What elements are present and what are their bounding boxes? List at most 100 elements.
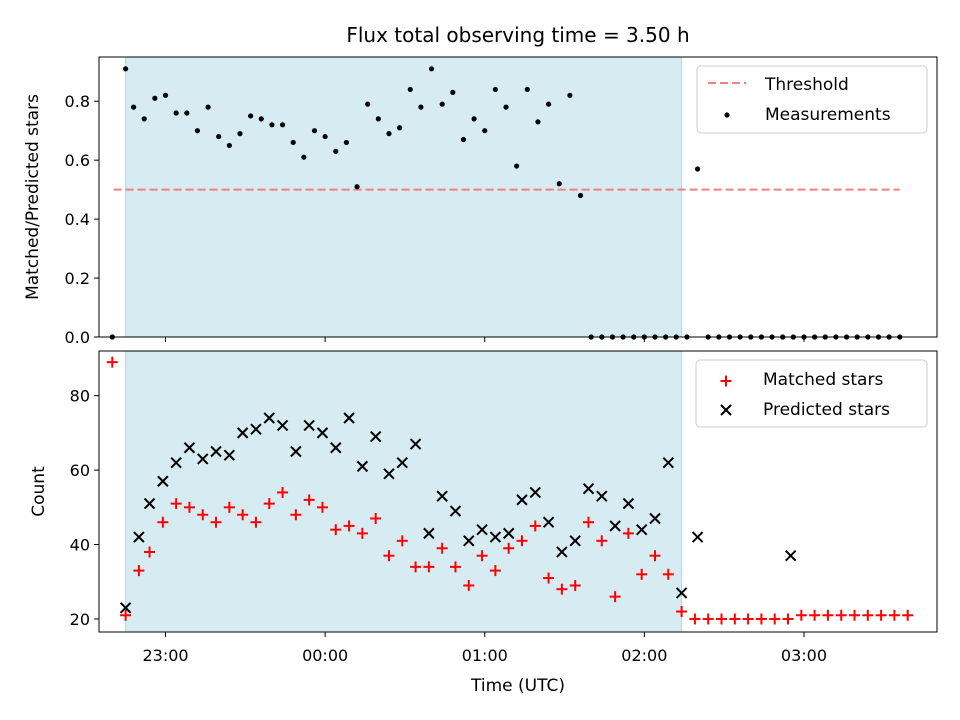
predicted-point bbox=[569, 535, 581, 547]
bottom-y-axis-ticks: 20 40 60 80 bbox=[70, 387, 99, 629]
predicted-point bbox=[542, 516, 555, 528]
measurement-point bbox=[694, 166, 701, 172]
measurement-point bbox=[226, 142, 232, 149]
measurement-points bbox=[109, 66, 903, 340]
predicted-point bbox=[449, 505, 462, 517]
bottom-panel: 20 40 60 80 23:00 00:00 01:00 02:00 03:00 Time … bbox=[29, 350, 938, 696]
y-tick-label: 0.2 bbox=[65, 269, 90, 288]
measurement-point bbox=[418, 104, 424, 110]
matched-point bbox=[277, 486, 289, 498]
measurement-point bbox=[492, 86, 498, 93]
predicted-point bbox=[343, 412, 355, 424]
matched-point bbox=[263, 498, 275, 510]
bottom-y-axis-label: Count bbox=[29, 466, 49, 517]
matched-point bbox=[210, 516, 222, 528]
legend-box bbox=[695, 359, 928, 428]
measurement-point bbox=[535, 119, 541, 125]
measurement-point bbox=[577, 192, 584, 199]
matched-point bbox=[556, 583, 568, 595]
measurement-point bbox=[333, 148, 339, 154]
matched-point bbox=[582, 516, 594, 528]
matched-point bbox=[782, 613, 794, 625]
measurement-point bbox=[290, 139, 296, 146]
predicted-point bbox=[489, 531, 502, 543]
predicted-point bbox=[622, 497, 635, 510]
x-axis-label: Time (UTC) bbox=[470, 676, 565, 696]
measurement-point bbox=[567, 92, 573, 98]
x-tick-label: 01:00 bbox=[462, 646, 508, 665]
measurement-point bbox=[141, 116, 147, 122]
predicted-point bbox=[369, 430, 382, 443]
legend-box bbox=[696, 65, 928, 134]
matched-point bbox=[436, 542, 448, 554]
bottom-shaded-span bbox=[125, 350, 683, 633]
matched-point bbox=[662, 568, 674, 580]
matched-point bbox=[862, 609, 874, 621]
matched-point bbox=[183, 501, 195, 513]
matched-point bbox=[144, 546, 156, 558]
chart-title: Flux total observing time = 3.50 h bbox=[346, 23, 689, 47]
predicted-point bbox=[236, 427, 249, 439]
matched-point bbox=[902, 609, 914, 621]
matched-point bbox=[476, 550, 488, 562]
measurement-point bbox=[545, 101, 552, 107]
measurement-point bbox=[184, 110, 190, 116]
measurement-point bbox=[301, 154, 307, 160]
measurement-point bbox=[237, 131, 243, 137]
predicted-point bbox=[436, 490, 448, 502]
count-points bbox=[106, 356, 914, 625]
matched-point bbox=[888, 609, 900, 621]
matched-point bbox=[596, 535, 608, 547]
matched-point bbox=[835, 609, 847, 621]
y-tick-label: 20 bbox=[70, 610, 90, 629]
legend-predicted-swatch bbox=[720, 404, 732, 416]
measurement-point bbox=[471, 116, 477, 122]
predicted-point bbox=[596, 490, 608, 502]
matched-point bbox=[649, 550, 661, 562]
matched-point bbox=[330, 524, 342, 536]
predicted-point bbox=[784, 549, 797, 562]
predicted-point bbox=[662, 456, 675, 469]
predicted-point bbox=[276, 419, 289, 432]
measurement-point bbox=[279, 122, 286, 128]
predicted-point bbox=[476, 523, 488, 536]
matched-point bbox=[702, 613, 714, 625]
predicted-point bbox=[582, 483, 595, 495]
matched-point bbox=[120, 609, 132, 621]
measurement-point bbox=[514, 163, 520, 169]
measurement-point bbox=[205, 104, 211, 110]
predicted-point bbox=[356, 460, 369, 473]
measurement-point bbox=[439, 101, 445, 107]
measurement-point bbox=[322, 133, 328, 140]
measurement-point bbox=[397, 125, 403, 131]
measurement-point bbox=[194, 128, 201, 134]
matched-point bbox=[875, 609, 887, 621]
predicted-point bbox=[649, 512, 661, 525]
y-tick-label: 60 bbox=[70, 461, 90, 480]
top-x-axis-ticks bbox=[165, 337, 805, 342]
predicted-point bbox=[396, 456, 408, 469]
matched-point bbox=[250, 516, 262, 528]
y-tick-label: 0.4 bbox=[65, 210, 90, 229]
matched-point bbox=[370, 512, 382, 524]
predicted-point bbox=[409, 438, 422, 450]
measurement-point bbox=[130, 104, 137, 110]
predicted-point bbox=[143, 497, 156, 510]
matched-point bbox=[729, 613, 741, 625]
predicted-point bbox=[516, 494, 528, 506]
predicted-point bbox=[303, 419, 315, 432]
matched-point bbox=[516, 535, 528, 547]
predicted-point bbox=[183, 442, 196, 454]
measurement-point bbox=[123, 66, 129, 72]
legend-matched-swatch bbox=[720, 375, 732, 387]
measurement-point bbox=[503, 104, 509, 110]
measurement-point bbox=[311, 128, 318, 134]
measurement-point bbox=[216, 133, 222, 140]
matched-point bbox=[689, 613, 701, 625]
measurement-point bbox=[386, 131, 392, 137]
legend-measurement-swatch bbox=[724, 112, 730, 118]
matched-point bbox=[197, 509, 209, 521]
matched-point bbox=[157, 516, 169, 528]
matched-point bbox=[303, 494, 315, 506]
